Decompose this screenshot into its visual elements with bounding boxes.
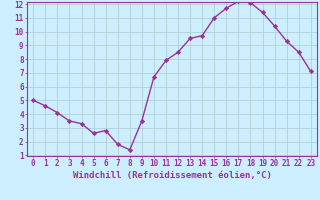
X-axis label: Windchill (Refroidissement éolien,°C): Windchill (Refroidissement éolien,°C) — [73, 171, 271, 180]
